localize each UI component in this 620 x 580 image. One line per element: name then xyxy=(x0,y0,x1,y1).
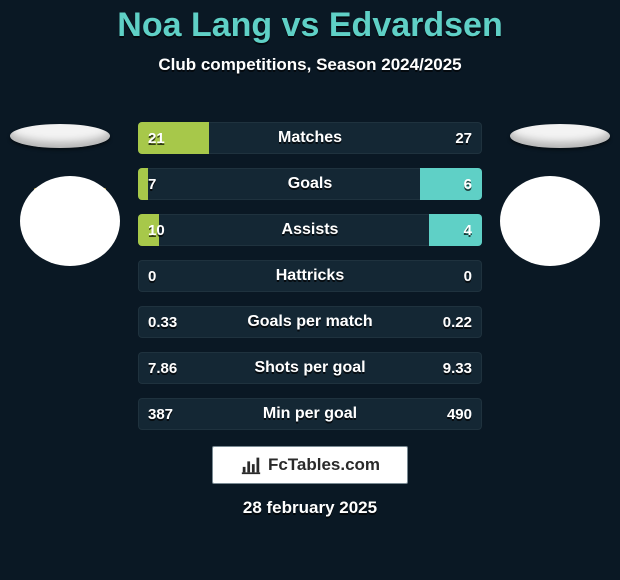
stats-table: 2127Matches76Goals104Assists00Hattricks0… xyxy=(138,122,482,444)
stat-label: Shots per goal xyxy=(138,352,482,384)
page-title: Noa Lang vs Edvardsen xyxy=(0,0,620,45)
date-label: 28 february 2025 xyxy=(0,498,620,518)
stat-row: 7.86 9.33Shots per goal xyxy=(138,352,482,384)
club-badge-left: PSV xyxy=(20,176,120,266)
stat-value-left: 387 xyxy=(148,398,173,430)
stat-row: 104Assists xyxy=(138,214,482,246)
footer-label: FcTables.com xyxy=(268,455,380,475)
chart-icon xyxy=(240,454,262,476)
stat-label: Hattricks xyxy=(138,260,482,292)
stat-value-right: 0 xyxy=(464,260,472,292)
stat-row: 2127Matches xyxy=(138,122,482,154)
stat-value-right: 490 xyxy=(447,398,472,430)
bar-left xyxy=(138,122,209,154)
stat-value-left: 7.86 xyxy=(148,352,177,384)
stat-value-right: 27 xyxy=(455,122,472,154)
stat-value-right: 9.33 xyxy=(443,352,472,384)
player-photo-left xyxy=(10,124,110,148)
club-badge-right xyxy=(500,176,600,266)
bar-right xyxy=(420,168,482,200)
stat-label: Goals per match xyxy=(138,306,482,338)
footer-logo[interactable]: FcTables.com xyxy=(212,446,408,484)
stat-row: 0 0Hattricks xyxy=(138,260,482,292)
player-photo-right xyxy=(510,124,610,148)
stat-label: Min per goal xyxy=(138,398,482,430)
stat-value-right: 0.22 xyxy=(443,306,472,338)
stat-value-left: 0 xyxy=(148,260,156,292)
subtitle: Club competitions, Season 2024/2025 xyxy=(0,55,620,75)
bar-right xyxy=(429,214,482,246)
stat-row: 0.33 0.22Goals per match xyxy=(138,306,482,338)
stat-value-left: 0.33 xyxy=(148,306,177,338)
bar-left xyxy=(138,214,159,246)
stat-row: 387 490Min per goal xyxy=(138,398,482,430)
bar-left xyxy=(138,168,148,200)
stat-row: 76Goals xyxy=(138,168,482,200)
stat-value-left: 7 xyxy=(148,168,156,200)
